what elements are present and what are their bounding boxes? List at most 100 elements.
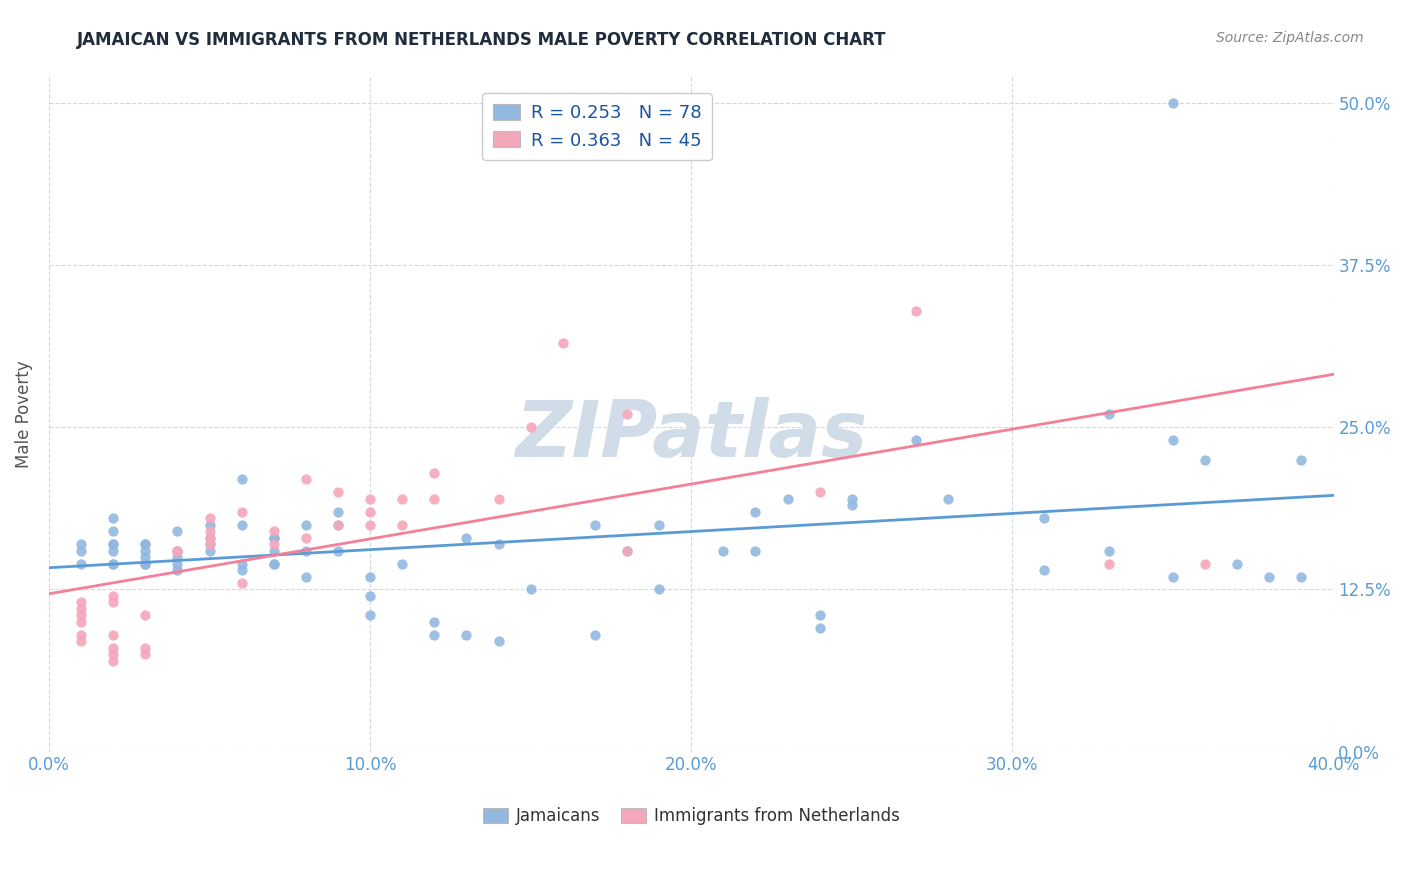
Point	[103, 557, 125, 571]
Point	[1161, 569, 1184, 583]
Point	[648, 582, 671, 597]
Point	[70, 537, 93, 551]
Point	[231, 505, 253, 519]
Point	[423, 628, 446, 642]
Point	[231, 563, 253, 577]
Point	[616, 543, 638, 558]
Point	[359, 589, 381, 603]
Point	[326, 505, 349, 519]
Point	[231, 576, 253, 591]
Point	[166, 524, 188, 538]
Point	[103, 654, 125, 668]
Point	[103, 511, 125, 525]
Point	[70, 615, 93, 629]
Point	[488, 491, 510, 506]
Point	[1291, 569, 1313, 583]
Point	[134, 537, 156, 551]
Point	[1194, 557, 1216, 571]
Point	[134, 648, 156, 662]
Point	[198, 517, 221, 532]
Point	[166, 543, 188, 558]
Point	[359, 608, 381, 623]
Point	[263, 531, 285, 545]
Point	[263, 557, 285, 571]
Point	[166, 557, 188, 571]
Point	[711, 543, 734, 558]
Point	[841, 491, 863, 506]
Point	[423, 491, 446, 506]
Point	[103, 537, 125, 551]
Point	[326, 543, 349, 558]
Point	[103, 543, 125, 558]
Point	[134, 543, 156, 558]
Point	[70, 602, 93, 616]
Point	[263, 557, 285, 571]
Point	[616, 543, 638, 558]
Text: ZIPatlas: ZIPatlas	[515, 397, 868, 473]
Point	[70, 557, 93, 571]
Point	[1033, 511, 1056, 525]
Point	[198, 531, 221, 545]
Point	[134, 557, 156, 571]
Point	[1161, 96, 1184, 111]
Point	[456, 628, 478, 642]
Point	[1098, 557, 1121, 571]
Point	[166, 543, 188, 558]
Point	[359, 505, 381, 519]
Point	[103, 595, 125, 609]
Point	[103, 628, 125, 642]
Point	[198, 524, 221, 538]
Point	[231, 517, 253, 532]
Point	[295, 569, 318, 583]
Point	[359, 569, 381, 583]
Point	[231, 557, 253, 571]
Point	[326, 485, 349, 500]
Point	[103, 589, 125, 603]
Point	[263, 531, 285, 545]
Point	[198, 537, 221, 551]
Point	[936, 491, 959, 506]
Point	[1258, 569, 1281, 583]
Point	[103, 524, 125, 538]
Point	[519, 420, 541, 434]
Point	[134, 640, 156, 655]
Point	[808, 608, 831, 623]
Point	[103, 648, 125, 662]
Point	[231, 472, 253, 486]
Point	[326, 517, 349, 532]
Point	[776, 491, 799, 506]
Point	[70, 628, 93, 642]
Point	[295, 543, 318, 558]
Text: JAMAICAN VS IMMIGRANTS FROM NETHERLANDS MALE POVERTY CORRELATION CHART: JAMAICAN VS IMMIGRANTS FROM NETHERLANDS …	[77, 31, 887, 49]
Point	[263, 524, 285, 538]
Point	[456, 531, 478, 545]
Point	[295, 517, 318, 532]
Point	[134, 550, 156, 565]
Point	[1194, 453, 1216, 467]
Point	[134, 608, 156, 623]
Point	[583, 628, 606, 642]
Point	[263, 543, 285, 558]
Point	[198, 537, 221, 551]
Text: Source: ZipAtlas.com: Source: ZipAtlas.com	[1216, 31, 1364, 45]
Point	[1291, 453, 1313, 467]
Point	[70, 634, 93, 648]
Point	[1226, 557, 1249, 571]
Point	[166, 563, 188, 577]
Point	[744, 505, 766, 519]
Point	[134, 557, 156, 571]
Point	[103, 640, 125, 655]
Point	[391, 557, 413, 571]
Point	[326, 517, 349, 532]
Point	[488, 634, 510, 648]
Point	[744, 543, 766, 558]
Point	[103, 557, 125, 571]
Point	[648, 517, 671, 532]
Point	[1098, 408, 1121, 422]
Point	[198, 511, 221, 525]
Point	[134, 537, 156, 551]
Point	[519, 582, 541, 597]
Point	[423, 466, 446, 480]
Point	[70, 595, 93, 609]
Point	[391, 517, 413, 532]
